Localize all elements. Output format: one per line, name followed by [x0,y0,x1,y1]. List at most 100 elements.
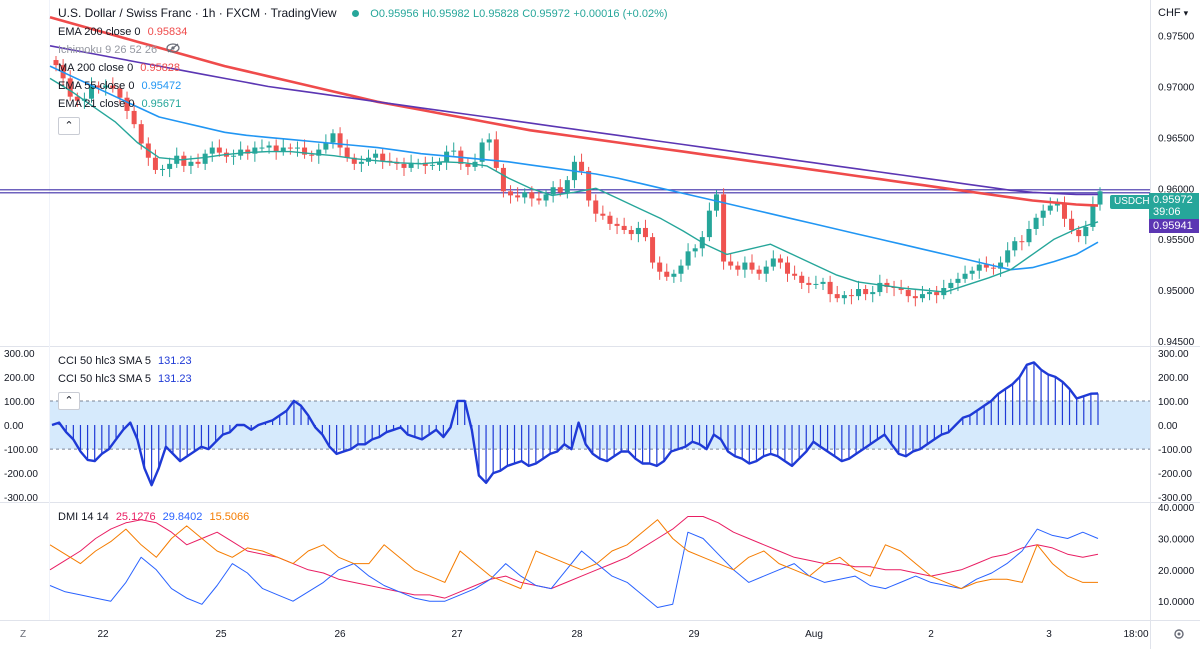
candle-body[interactable] [799,275,805,283]
candle-body[interactable] [927,292,933,295]
collapse-legend-button[interactable]: ⌃ [58,117,80,135]
candle-body[interactable] [429,164,435,166]
candle-body[interactable] [998,262,1004,269]
candle-body[interactable] [302,147,308,155]
candle-body[interactable] [465,163,471,167]
candle-body[interactable] [713,194,719,211]
candle-body[interactable] [1083,226,1089,237]
candle-body[interactable] [408,162,414,168]
candle-body[interactable] [983,264,989,268]
candle-body[interactable] [358,161,364,164]
candle-body[interactable] [1047,205,1053,211]
candle-body[interactable] [216,147,222,153]
candle-body[interactable] [422,162,428,166]
candle-body[interactable] [550,187,556,195]
indicator-legend-ema200[interactable]: EMA 200 close 0 0.95834 [58,25,187,39]
candle-body[interactable] [287,147,293,149]
candle-body[interactable] [96,85,102,88]
candle-body[interactable] [657,262,663,272]
candle-body[interactable] [806,282,812,285]
candle-body[interactable] [692,248,698,252]
candle-body[interactable] [259,147,265,149]
candle-body[interactable] [756,269,762,274]
candle-body[interactable] [231,155,237,157]
candle-body[interactable] [103,85,109,88]
candle-body[interactable] [870,292,876,295]
candle-body[interactable] [934,292,940,296]
candle-body[interactable] [437,161,443,165]
candle-body[interactable] [841,295,847,299]
candle-body[interactable] [451,150,457,152]
candle-body[interactable] [728,261,734,266]
candle-body[interactable] [962,273,968,279]
candle-body[interactable] [245,149,251,154]
candle-body[interactable] [337,133,343,148]
candle-body[interactable] [266,145,272,148]
candle-body[interactable] [486,139,492,143]
interval-label[interactable]: 1h [202,6,216,20]
candle-body[interactable] [167,163,173,169]
candle-body[interactable] [635,227,641,235]
candle-body[interactable] [749,262,755,270]
candle-body[interactable] [955,278,961,283]
candle-body[interactable] [1061,202,1067,219]
dmi-legend[interactable]: DMI 14 14 25.1276 29.8402 15.5066 [58,510,249,524]
candle-body[interactable] [323,142,329,150]
candle-body[interactable] [117,88,123,98]
candle-body[interactable] [1097,191,1103,205]
candle-body[interactable] [614,223,620,226]
candle-body[interactable] [380,153,386,161]
candle-body[interactable] [401,163,407,168]
candle-body[interactable] [600,213,606,216]
candle-body[interactable] [678,265,684,274]
candle-body[interactable] [1069,218,1075,230]
candle-body[interactable] [110,85,116,89]
candle-body[interactable] [508,191,514,196]
candle-body[interactable] [53,60,59,66]
candle-body[interactable] [294,147,300,149]
candle-body[interactable] [586,170,592,201]
candle-body[interactable] [557,187,563,193]
candle-body[interactable] [685,251,691,266]
chart-settings-icon[interactable] [1172,627,1186,646]
candle-body[interactable] [543,194,549,201]
candle-body[interactable] [181,155,187,166]
candle-body[interactable] [969,270,975,274]
candle-body[interactable] [373,153,379,158]
candle-body[interactable] [642,227,648,238]
candle-body[interactable] [905,290,911,297]
candle-body[interactable] [706,210,712,238]
candle-body[interactable] [522,192,528,198]
candle-body[interactable] [316,149,322,156]
indicator-legend-ma200[interactable]: MA 200 close 0 0.95828 [58,61,180,75]
candle-body[interactable] [479,142,485,162]
candle-body[interactable] [898,287,904,291]
candle-body[interactable] [628,229,634,235]
timezone-zoom-icon[interactable]: Z [20,629,27,640]
candle-body[interactable] [280,147,286,152]
candle-body[interactable] [990,267,996,269]
candle-body[interactable] [834,294,840,299]
candle-body[interactable] [785,262,791,274]
candle-body[interactable] [1040,210,1046,218]
candle-body[interactable] [884,282,890,287]
candle-body[interactable] [515,195,521,198]
candle-body[interactable] [330,133,336,143]
candle-body[interactable] [721,194,727,262]
candle-body[interactable] [777,258,783,263]
candle-body[interactable] [188,161,194,166]
candle-body[interactable] [500,167,506,192]
candle-body[interactable] [1033,217,1039,229]
candle-body[interactable] [493,139,499,168]
candle-body[interactable] [820,281,826,284]
eye-crossed-icon[interactable] [166,43,180,57]
indicator-legend-ema21[interactable]: EMA 21 close 0 0.95671 [58,97,181,111]
candle-body[interactable] [579,161,585,171]
indicator-legend-ema55[interactable]: EMA 55 close 0 0.95472 [58,79,181,93]
candle-body[interactable] [89,85,95,99]
indicator-legend-ichimoku[interactable]: Ichimoku 9 26 52 26 [58,43,180,57]
candle-body[interactable] [195,161,201,164]
cci-legend-1[interactable]: CCI 50 hlc3 SMA 5 131.23 [58,354,192,368]
candle-body[interactable] [273,145,279,152]
candle-body[interactable] [827,281,833,295]
